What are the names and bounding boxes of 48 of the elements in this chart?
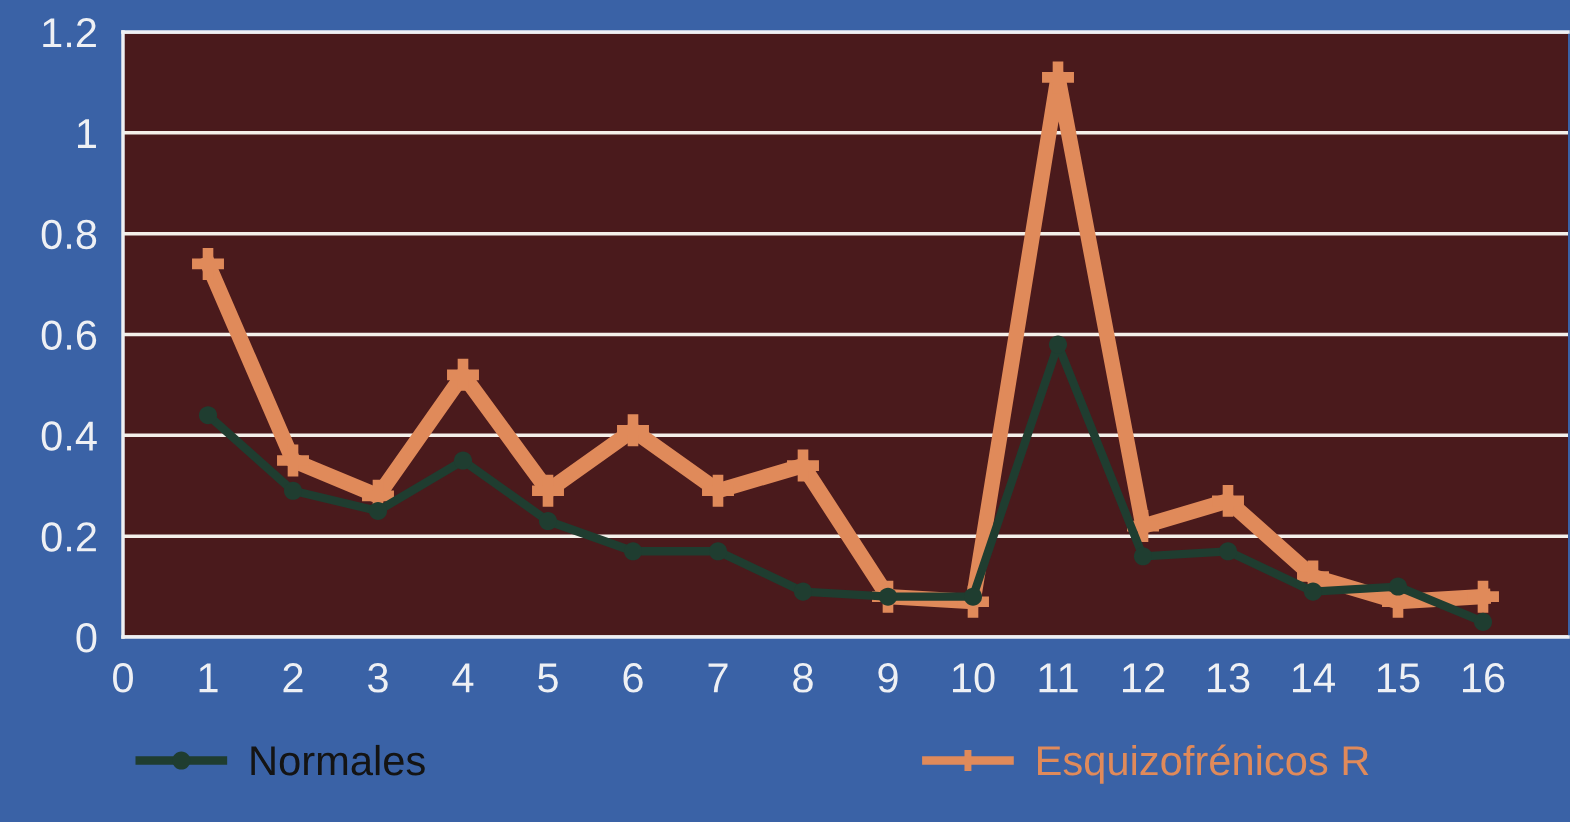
point [623,542,643,561]
point [192,247,224,280]
y-tick-label: 0 [76,623,97,653]
point [1388,577,1408,596]
x-tick-label: 2 [283,663,303,693]
y-tick-label: 1.2 [43,18,96,48]
x-tick-label: 7 [708,663,728,693]
point [1473,612,1493,631]
point [447,358,479,391]
point [1048,335,1068,354]
x-tick-label: 6 [623,663,643,693]
point [453,451,473,470]
legend-label: Esquizofrénicos R [1038,744,1369,784]
point [532,474,564,507]
point [793,582,813,601]
point [1303,582,1323,601]
x-tick-label: 3 [368,663,388,693]
y-tick-label: 0.6 [41,320,97,351]
point [538,512,558,531]
x-tick-label: 16 [1463,663,1505,693]
point [1212,484,1244,517]
point [1218,542,1238,561]
x-tick-label: 14 [1293,663,1335,693]
x-tick-label: 0 [113,663,133,693]
x-tick-label: 4 [452,663,474,693]
x-tick-label: 5 [538,663,558,693]
point [277,444,309,477]
x-tick-label: 1 [199,663,218,693]
x-tick-label: 9 [878,663,898,693]
point [787,449,819,482]
x-tick-label: 13 [1208,663,1250,693]
x-tick-label: 8 [793,663,813,693]
y-tick-label: 0.4 [41,421,97,451]
x-tick-label: 15 [1378,663,1420,693]
point [1133,547,1153,566]
y-tick-label: 1 [78,119,96,148]
point [368,501,388,520]
x-tick-label: 12 [1123,663,1165,693]
point [708,542,728,561]
y-tick-label: 0.2 [41,522,96,552]
legend-label: Normales [251,744,425,776]
point [617,414,649,447]
point [283,481,303,500]
point [198,406,218,425]
x-tick-label: 10 [953,663,995,693]
x-tick-label: 11 [1039,663,1078,693]
y-tick-label: 0.8 [41,219,97,250]
point [702,474,734,507]
